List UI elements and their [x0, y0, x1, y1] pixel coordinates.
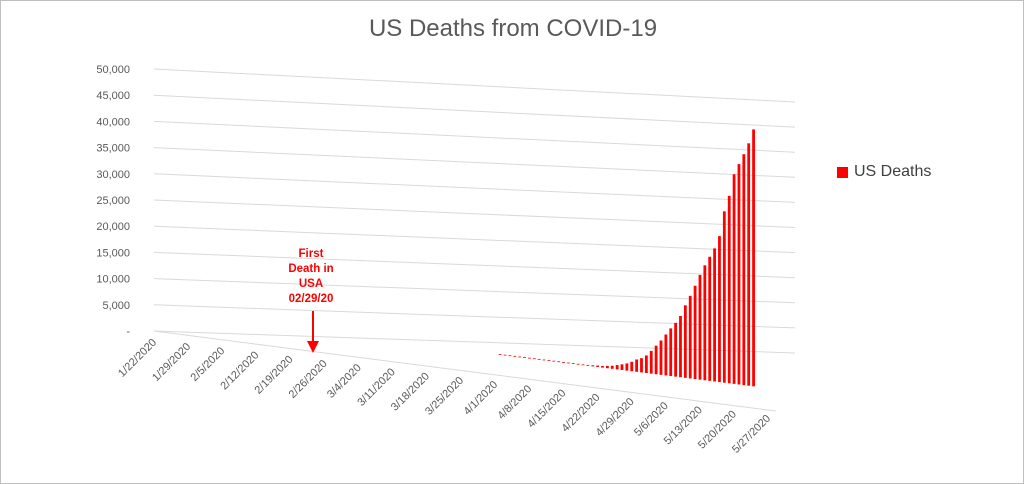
gridline [153, 173, 796, 203]
y-tick-label: - [126, 326, 130, 338]
bar [683, 305, 687, 378]
bar [537, 358, 541, 360]
x-tick-label: 3/4/2020 [325, 362, 364, 401]
bar [523, 357, 526, 358]
gridline [153, 147, 796, 178]
bar [747, 143, 751, 386]
bar [552, 360, 556, 362]
bar [576, 363, 580, 365]
bar [528, 357, 531, 359]
annotation-line: USA [298, 278, 324, 290]
annotation-arrow-head [307, 341, 319, 353]
legend-label: US Deaths [854, 163, 932, 180]
bar [635, 359, 639, 372]
bar [547, 360, 551, 361]
bar [610, 365, 614, 369]
gridline [153, 278, 796, 304]
bar [518, 356, 522, 358]
bar [620, 364, 624, 370]
bar [674, 322, 678, 377]
x-tick-label: 4/1/2020 [461, 379, 500, 418]
annotation-line: 02/29/20 [288, 293, 334, 305]
bar [742, 154, 746, 386]
y-tick-label: 25,000 [96, 195, 130, 207]
bar [630, 361, 634, 372]
bar [596, 365, 600, 367]
first-death-annotation: First Death in USA 02/29/20 [273, 247, 349, 307]
bar [679, 315, 682, 378]
bar [615, 365, 619, 370]
y-tick-label: 50,000 [96, 64, 130, 76]
bar [737, 164, 741, 385]
y-axis-ticks: - 5,000 10,000 15,000 20,000 25,000 30,000 35,0… [96, 64, 130, 338]
gridline [153, 225, 796, 254]
bar [557, 361, 561, 363]
bar [601, 365, 604, 368]
y-tick-label: 10,000 [96, 274, 130, 286]
y-tick-label: 45,000 [96, 90, 130, 102]
legend-swatch [837, 166, 848, 178]
bar [713, 248, 716, 382]
bar [722, 211, 726, 383]
gridline [153, 199, 796, 228]
bar [513, 355, 517, 357]
gridline [153, 68, 796, 103]
x-tick-label: 4/8/2020 [496, 383, 535, 422]
bar [669, 328, 673, 377]
bar [718, 236, 721, 383]
x-tick-label: 2/5/2020 [189, 345, 228, 384]
bar [644, 355, 648, 374]
bar [640, 358, 643, 373]
gridline [153, 330, 796, 354]
y-tick-label: 5,000 [102, 300, 130, 312]
bar [503, 354, 507, 356]
annotation-line: Death in [288, 263, 334, 275]
bar [727, 195, 731, 384]
bar [732, 174, 736, 384]
gridlines [153, 68, 796, 412]
bar [698, 274, 702, 380]
gridline [153, 304, 796, 329]
y-tick-label: 15,000 [96, 247, 130, 259]
floor-edge [153, 330, 777, 412]
legend: US Deaths [837, 163, 931, 181]
y-tick-label: 20,000 [96, 221, 130, 233]
bar [542, 359, 546, 361]
gridline [153, 251, 796, 279]
y-tick-label: 30,000 [96, 169, 130, 181]
chart-title: US Deaths from COVID-19 [368, 15, 658, 42]
annotation-line: First [298, 248, 324, 260]
bar [571, 363, 575, 364]
bar [605, 365, 609, 369]
bar [566, 362, 570, 364]
annotation-arrow [307, 311, 319, 353]
y-tick-label: 40,000 [96, 116, 130, 128]
bar [703, 265, 707, 381]
x-tick-label: 5/6/2020 [632, 400, 671, 439]
bar [532, 358, 536, 360]
bar [625, 363, 629, 371]
bar [498, 354, 502, 355]
bar [649, 350, 653, 374]
bar [654, 345, 658, 375]
y-tick-label: 35,000 [96, 143, 130, 155]
bars [498, 129, 755, 387]
bar [688, 295, 692, 379]
bar [708, 256, 712, 381]
bar [591, 365, 595, 367]
bar [752, 129, 755, 387]
gridline [153, 94, 796, 128]
bar [693, 285, 697, 380]
bar [508, 355, 512, 357]
bar [659, 340, 663, 375]
bar [586, 364, 590, 366]
bar [664, 334, 668, 376]
bar [581, 364, 585, 366]
gridline [153, 120, 796, 153]
bar [562, 361, 565, 363]
